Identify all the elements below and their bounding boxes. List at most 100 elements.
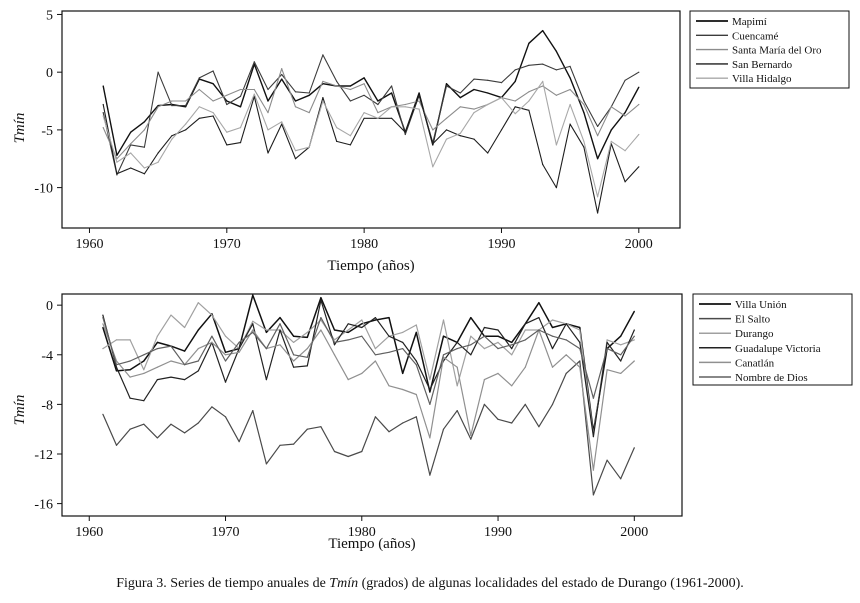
data-point xyxy=(361,319,363,321)
data-point xyxy=(429,379,431,381)
data-point xyxy=(197,348,199,350)
caption-prefix: Figura 3. Series de tiempo anuales de xyxy=(116,576,330,591)
data-point xyxy=(511,341,513,343)
data-point xyxy=(294,91,297,93)
data-point xyxy=(226,94,228,96)
data-point xyxy=(115,366,118,368)
data-point xyxy=(579,348,581,350)
series-line-canatlan xyxy=(102,323,635,471)
data-point xyxy=(497,372,499,374)
data-point xyxy=(185,100,187,102)
data-point xyxy=(377,100,379,102)
data-point xyxy=(514,80,516,82)
data-point xyxy=(592,397,595,399)
data-point xyxy=(171,100,173,102)
data-point xyxy=(185,105,187,107)
legend-label: Nombre de Dios xyxy=(735,372,808,384)
data-point xyxy=(198,106,200,108)
data-point xyxy=(116,173,118,175)
series-nombre-de-dios xyxy=(102,317,635,405)
series-group xyxy=(102,294,635,496)
data-point xyxy=(197,329,199,331)
data-point xyxy=(497,341,499,343)
data-point xyxy=(102,326,104,329)
data-point xyxy=(211,314,213,316)
data-point xyxy=(361,326,363,329)
data-point xyxy=(432,166,434,168)
data-point xyxy=(551,319,554,321)
data-point xyxy=(418,92,420,94)
data-point xyxy=(293,341,295,343)
data-point xyxy=(551,403,554,405)
data-point xyxy=(308,94,310,96)
data-point xyxy=(197,360,199,362)
data-point xyxy=(130,167,132,169)
data-point xyxy=(363,94,365,96)
data-point xyxy=(456,348,458,350)
data-point xyxy=(320,299,322,301)
data-point xyxy=(130,143,132,145)
data-point xyxy=(116,158,118,160)
data-point xyxy=(224,354,227,356)
data-point xyxy=(470,335,472,337)
series-group xyxy=(102,29,640,214)
data-point xyxy=(610,140,612,142)
data-point xyxy=(279,323,281,325)
data-point xyxy=(143,167,145,169)
data-point xyxy=(265,329,267,331)
data-point xyxy=(524,366,526,368)
data-point xyxy=(306,331,308,333)
x-tick-label: 1990 xyxy=(487,237,515,252)
data-point xyxy=(197,422,199,424)
data-point xyxy=(432,144,434,146)
data-point xyxy=(624,115,626,117)
data-point xyxy=(542,163,544,166)
data-point xyxy=(333,354,336,356)
data-point xyxy=(402,348,404,350)
data-point xyxy=(470,344,472,346)
data-point xyxy=(473,138,475,140)
data-point xyxy=(415,364,417,366)
data-point xyxy=(633,360,635,362)
data-point xyxy=(322,97,324,99)
data-point xyxy=(579,329,581,331)
data-point xyxy=(638,86,640,88)
y-axis-label: Tmín xyxy=(12,113,28,144)
data-point xyxy=(306,428,308,430)
data-point xyxy=(349,135,351,137)
series-line-san-bernardo xyxy=(102,94,640,214)
series-line-el-salto xyxy=(102,360,635,496)
data-point xyxy=(528,42,530,44)
data-point xyxy=(306,336,308,338)
data-point xyxy=(470,438,472,440)
data-point xyxy=(129,369,131,371)
data-point xyxy=(184,350,186,352)
chart-bottom-panel: 1960 1970 1980 1990 2000 0 -4 -8 -12 -16 Tiempo (a… xyxy=(12,293,853,552)
data-point xyxy=(115,444,118,446)
data-point xyxy=(157,106,159,108)
data-point xyxy=(361,335,363,337)
data-point xyxy=(432,143,434,145)
data-point xyxy=(170,423,172,425)
data-point xyxy=(102,103,104,106)
data-point xyxy=(606,348,608,350)
data-point xyxy=(514,106,516,108)
data-point xyxy=(281,68,283,70)
y-tick-label: -4 xyxy=(41,349,53,364)
data-point xyxy=(497,348,499,350)
data-point xyxy=(592,436,595,438)
y-tick-label: 0 xyxy=(46,66,53,81)
data-point xyxy=(555,187,558,189)
data-point xyxy=(404,103,406,106)
data-point xyxy=(555,50,558,53)
y-tick-label: -16 xyxy=(34,498,53,513)
figure-caption: Figura 3. Series de tiempo anuales de Tm… xyxy=(0,576,860,592)
data-point xyxy=(226,103,228,106)
data-point xyxy=(415,393,417,396)
data-point xyxy=(143,121,145,123)
data-point xyxy=(281,73,283,76)
data-point xyxy=(347,339,349,341)
x-tick-label: 1970 xyxy=(212,525,240,540)
data-point xyxy=(322,100,324,102)
data-point xyxy=(361,323,363,325)
